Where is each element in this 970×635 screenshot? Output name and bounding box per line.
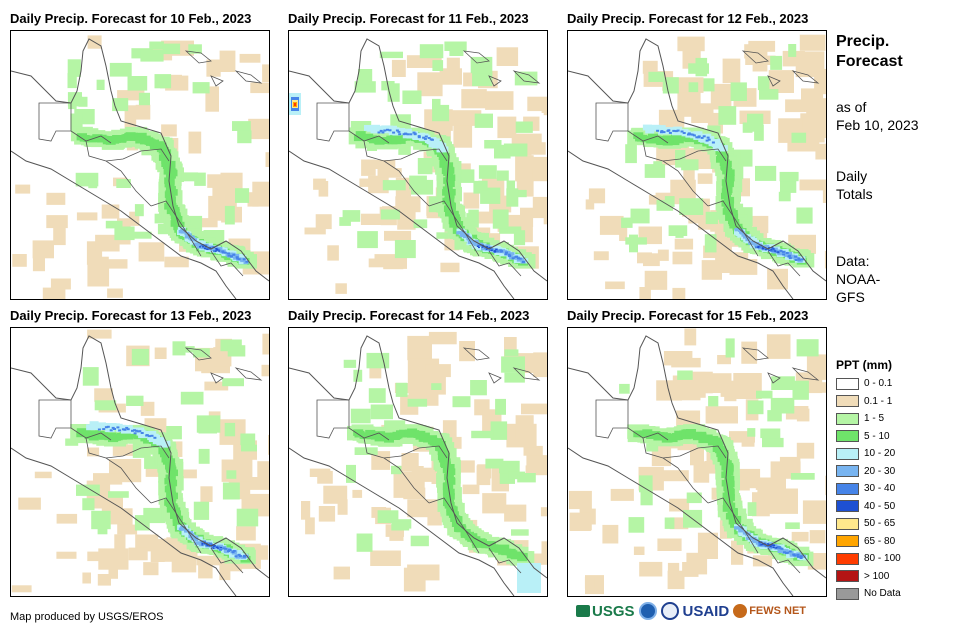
panel-title-3: Daily Precip. Forecast for 12 Feb., 2023 (567, 11, 809, 26)
forecast-map-2 (288, 30, 548, 300)
legend-label: 80 - 100 (864, 553, 901, 564)
legend-label: 0.1 - 1 (864, 395, 893, 407)
panel-title-2: Daily Precip. Forecast for 11 Feb., 2023 (288, 11, 529, 26)
legend-item: 1 - 5 (836, 411, 884, 426)
legend-item: 50 - 65 (836, 516, 895, 531)
legend-label: 50 - 65 (864, 518, 896, 529)
legend-title: PPT (mm) (836, 358, 893, 372)
legend-swatch (836, 412, 859, 425)
data-line3: GFS (836, 289, 865, 305)
legend-item: 20 - 30 (836, 464, 895, 479)
usgs-text: USGS (592, 602, 635, 620)
legend-label: No Data (864, 588, 901, 599)
panel-title-4: Daily Precip. Forecast for 13 Feb., 2023 (10, 308, 252, 323)
daily-totals-text: Daily Totals (836, 167, 873, 203)
usgs-wave-icon (576, 605, 590, 617)
side-title: Precip. Forecast (836, 32, 903, 72)
fewsnet-logo: FEWS NET (733, 604, 806, 618)
daily-line2: Totals (836, 186, 873, 202)
forecast-map-6 (567, 327, 827, 597)
usaid-logo: USAID (682, 602, 730, 620)
legend-item: 0 - 0.1 (836, 376, 892, 391)
usgs-logo: USGS (576, 603, 635, 620)
panel-title-5: Daily Precip. Forecast for 14 Feb., 2023 (288, 308, 530, 323)
forecast-map-1 (10, 30, 270, 300)
legend-swatch (836, 395, 859, 407)
legend-item: No Data (836, 586, 901, 601)
as-of-text: as of Feb 10, 2023 (836, 98, 919, 134)
side-title-line1: Precip. (836, 33, 890, 50)
legend-label: 65 - 80 (864, 535, 896, 547)
legend-item: 65 - 80 (836, 534, 895, 549)
legend-swatch (836, 430, 859, 442)
legend-swatch (836, 447, 859, 460)
nasa-seal-icon (660, 602, 679, 620)
fewsnet-text: FEWS NET (749, 605, 807, 617)
legend-swatch (836, 500, 859, 512)
legend-swatch (836, 587, 859, 600)
legend-label: 1 - 5 (864, 413, 885, 424)
legend-label: 0 - 0.1 (864, 378, 893, 389)
panel-title-1: Daily Precip. Forecast for 10 Feb., 2023 (10, 11, 252, 26)
legend-item: 80 - 100 (836, 551, 901, 566)
legend-label: 30 - 40 (864, 483, 896, 494)
legend-item: 0.1 - 1 (836, 394, 892, 409)
as-of-line2: Feb 10, 2023 (836, 117, 919, 133)
data-line2: NOAA- (836, 271, 881, 287)
legend-item: 40 - 50 (836, 499, 895, 514)
noaa-logo-icon (638, 602, 657, 620)
legend-swatch (836, 465, 859, 477)
logo-strip: USGS USAID FEWS NET (576, 602, 806, 620)
side-title-line2: Forecast (836, 53, 903, 70)
legend-label: 40 - 50 (864, 500, 896, 512)
legend-swatch (836, 517, 859, 530)
daily-line1: Daily (836, 168, 868, 184)
legend-swatch (836, 552, 859, 565)
legend-label: 20 - 30 (864, 465, 896, 477)
legend-swatch (836, 570, 859, 582)
legend-swatch (836, 482, 859, 495)
forecast-map-5 (288, 327, 548, 597)
legend-item: 10 - 20 (836, 446, 895, 461)
forecast-map-3 (567, 30, 827, 300)
as-of-line1: as of (836, 99, 867, 115)
legend-item: 5 - 10 (836, 429, 890, 444)
legend-item: 30 - 40 (836, 481, 895, 496)
legend-swatch (836, 535, 859, 547)
panel-title-6: Daily Precip. Forecast for 15 Feb., 2023 (567, 308, 809, 323)
map-credit: Map produced by USGS/EROS (10, 611, 164, 623)
data-source-text: Data: NOAA- GFS (836, 252, 880, 306)
data-line1: Data: (836, 253, 870, 269)
legend-label: > 100 (864, 570, 890, 582)
legend-label: 10 - 20 (864, 448, 896, 459)
forecast-map-4 (10, 327, 270, 597)
legend-swatch (836, 377, 859, 390)
legend-item: > 100 (836, 569, 889, 584)
legend-label: 5 - 10 (864, 430, 890, 442)
fewsnet-globe-icon (733, 604, 748, 618)
